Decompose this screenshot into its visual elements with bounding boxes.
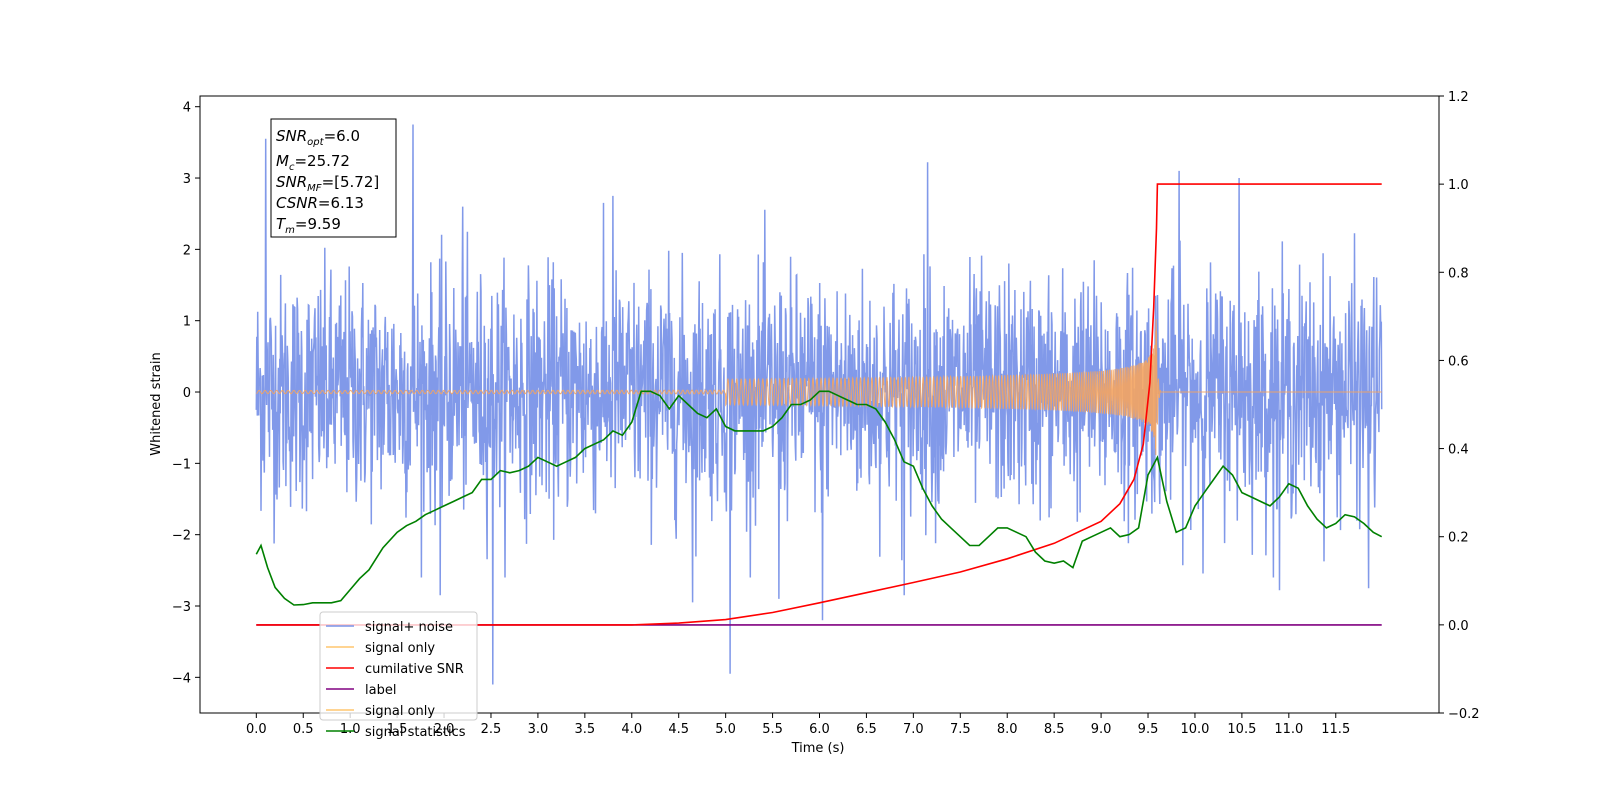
x-tick-label: 0.0 (246, 722, 267, 737)
x-tick-label: 9.0 (1091, 722, 1112, 737)
y-right-tick-label: 0.2 (1448, 531, 1469, 546)
x-tick-label: 2.0 (434, 722, 455, 737)
legend-label: signal+ noise (365, 620, 453, 635)
x-tick-label: 2.5 (481, 722, 502, 737)
x-tick-label: 7.5 (950, 722, 971, 737)
x-tick-label: 0.5 (293, 722, 314, 737)
legend-frame (319, 611, 478, 721)
y-left-tick-label: −4 (172, 671, 191, 686)
y-right-tick-label: 0.0 (1448, 619, 1469, 634)
y-left-tick-label: −2 (172, 529, 191, 544)
y-right-tick-label: 1.2 (1448, 90, 1469, 105)
legend: signal+ noise signal only cumilative SNR la… (319, 611, 478, 740)
y-left-tick-label: 3 (183, 172, 191, 187)
y-axis-title: Whitened strain (149, 352, 164, 455)
y-left-tick-label: −1 (172, 457, 191, 472)
y-right-tick-label: 1.0 (1448, 178, 1469, 193)
series-signal-noise-line (255, 124, 1383, 685)
x-tick-label: 3.5 (574, 722, 595, 737)
x-tick-label: 10.0 (1180, 722, 1209, 737)
x-tick-label: 6.0 (809, 722, 830, 737)
x-tick-label: 10.5 (1227, 722, 1256, 737)
x-tick-label: 11.5 (1321, 722, 1350, 737)
x-tick-label: 4.5 (668, 722, 689, 737)
x-tick-label: 9.5 (1138, 722, 1159, 737)
legend-label: signal only (365, 641, 435, 656)
legend-label: signal statistics (365, 725, 466, 740)
annotation-box: SNRopt=6.0 Mc=25.72 SNRMF=[5.72] CSNR=6.… (270, 118, 397, 238)
x-tick-label: 7.0 (903, 722, 924, 737)
y-right-tick-label: −0.2 (1448, 707, 1480, 722)
y-left-tick-label: 4 (183, 101, 191, 116)
series-signal-only-line (256, 319, 1382, 456)
x-axis-title: Time (s) (791, 741, 845, 756)
x-tick-label: 6.5 (856, 722, 877, 737)
annotation-snr-mf: SNRMF=[5.72] (276, 173, 379, 194)
x-tick-label: 5.0 (715, 722, 736, 737)
legend-label: cumilative SNR (365, 662, 464, 677)
x-tick-label: 8.0 (997, 722, 1018, 737)
x-tick-label: 1.0 (340, 722, 361, 737)
y-right-tick-label: 0.6 (1448, 354, 1469, 369)
y-right-tick-label: 0.8 (1448, 266, 1469, 281)
annotation-snr-opt: SNRopt=6.0 (276, 127, 360, 148)
x-tick-label: 11.0 (1274, 722, 1303, 737)
y-left-tick-label: 2 (183, 243, 191, 258)
x-tick-label: 4.0 (621, 722, 642, 737)
x-tick-label: 5.5 (762, 722, 783, 737)
x-tick-label: 8.5 (1044, 722, 1065, 737)
annotation-box-frame (270, 118, 397, 238)
y-right-tick-label: 0.4 (1448, 443, 1469, 458)
axes-layer: 0.0 0.5 1.0 1.5 2.0 2.5 3.0 3.5 4.0 4.5 5.0 5.5 6.0 6… (172, 90, 1480, 737)
annotation-mc: Mc=25.72 (276, 152, 350, 173)
annotation-tm: Tm=9.59 (276, 215, 341, 236)
y-left-tick-label: −3 (172, 600, 191, 615)
annotation-csnr: CSNR=6.13 (276, 194, 364, 212)
legend-label: signal only (365, 704, 435, 719)
y-left-tick-label: 1 (183, 315, 191, 330)
series-signal-statistics-line (255, 390, 1383, 606)
legend-label: label (365, 683, 396, 698)
legend-entries: signal+ noise signal only cumilative SNR la… (326, 620, 466, 740)
x-tick-label: 3.0 (528, 722, 549, 737)
series-cumilative-snr-line (256, 183, 1382, 626)
y-left-tick-label: 0 (183, 386, 191, 401)
x-tick-label: 1.5 (387, 722, 408, 737)
